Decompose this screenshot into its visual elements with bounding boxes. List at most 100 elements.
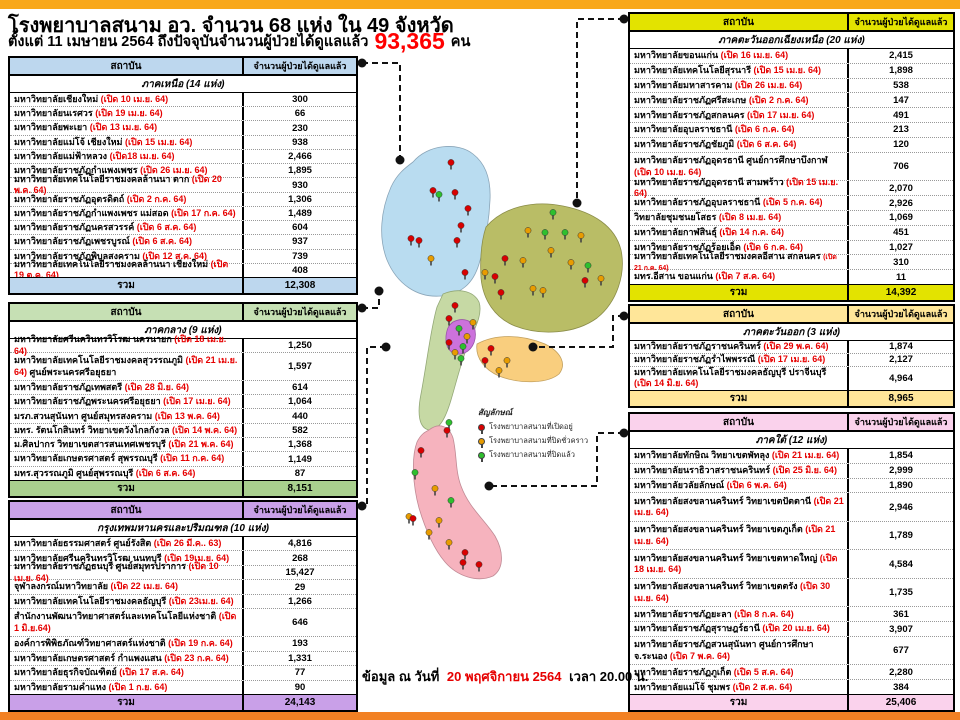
table-row: จุฬาลงกรณ์มหาวิทยาลัย (เปิด 22 เม.ย. 64)… xyxy=(10,580,356,595)
institution-name: มหาวิทยาลัยราชภัฏสกลนคร (เปิด 17 เม.ย. 6… xyxy=(634,109,815,120)
table-row: มหาวิทยาลัยแม่โจ้ เชียงใหม่ (เปิด 15 เม.… xyxy=(10,135,356,150)
patient-count-cell: 1,027 xyxy=(847,240,953,255)
open-date: (เปิด 1 มิ.ย.64) xyxy=(14,611,237,633)
table-row: มหาวิทยาลัยเชียงใหม่ (เปิด 10 เม.ย. 64) 3… xyxy=(10,93,356,108)
map-pin-open-icon xyxy=(461,549,469,560)
open-date: (เปิด 25 มิ.ย. 64) xyxy=(772,465,837,476)
open-date: (เปิด 17 ก.ค. 64) xyxy=(171,207,236,218)
open-date: (เปิด 2 ก.ค. 64) xyxy=(126,193,187,204)
open-date: (เปิด 21 เม.ย. 64) xyxy=(771,450,840,461)
institution-cell: มทร. รัตนโกสินทร์ วิทยาเขตวังไกลกังวล (เ… xyxy=(10,424,242,437)
institution-name: มหาวิทยาลัยธรรมศาสตร์ ศูนย์รังสิต (เปิด … xyxy=(14,538,222,549)
total-label-cell: รวม xyxy=(729,287,748,298)
total-row: รวม 24,143 xyxy=(10,693,356,710)
map-pin-open-icon xyxy=(487,345,495,356)
institution-name: มหาวิทยาลัยเทคโนโลยีสุรนารี (เปิด 15 เม.… xyxy=(634,65,821,76)
institution-cell: จุฬาลงกรณ์มหาวิทยาลัย (เปิด 22 เม.ย. 64) xyxy=(10,580,242,593)
patient-count-cell: 646 xyxy=(242,609,356,637)
patient-count-cell: 2,999 xyxy=(847,463,953,478)
map-pin-temp_closed-icon xyxy=(463,333,471,344)
map-pin-temp_closed-icon xyxy=(451,349,459,360)
patient-count-cell: 1,895 xyxy=(242,164,356,178)
table-row: มหาวิทยาลัยขอนแก่น (เปิด 16 เม.ย. 64) 2,4… xyxy=(630,49,953,64)
page-subtitle: ตั้งแต่ 11 เมษายน 2564 ถึงปัจจุบันจำนวนผ… xyxy=(8,30,470,53)
table-header-row: สถาบัน จำนวนผู้ป่วยได้ดูแลแล้ว xyxy=(630,14,953,32)
map-pin-layer xyxy=(405,159,605,572)
institution-name: มหาวิทยาลัยแม่ฟ้าหลวง (เปิด18 เม.ย. 64) xyxy=(14,150,175,161)
institution-cell: มหาวิทยาลัยราชภัฏพระนครศรีอยุธยา (เปิด 1… xyxy=(10,395,242,408)
table-row: องค์การพิพิธภัณฑ์วิทยาศาสตร์แห่งชาติ (เป… xyxy=(10,637,356,652)
patient-count-cell: 29 xyxy=(242,580,356,594)
institution-name: มหาวิทยาลัยเกษตรศาสตร์ สุพรรณบุรี (เปิด … xyxy=(14,453,225,464)
table-row: มหาวิทยาลัยราชภัฏอุบลราชธานี (เปิด 5 ก.ค… xyxy=(630,196,953,211)
table-row: มหาวิทยาลัยราชภัฏพระนครศรีอยุธยา (เปิด 1… xyxy=(10,395,356,410)
total-row: รวม 8,151 xyxy=(10,479,356,496)
patient-count-cell: 384 xyxy=(847,680,953,695)
patient-count-cell: 604 xyxy=(242,221,356,235)
legend-item: โรงพยาบาลสนามที่ปิดชั่วคราว xyxy=(478,435,598,448)
patient-count-cell: 268 xyxy=(242,551,356,565)
map-pin-temp_closed-icon xyxy=(427,255,435,266)
open-date: (เปิด 16 เม.ย. 64) xyxy=(720,50,789,61)
map-pin-open-icon xyxy=(475,561,483,572)
table-row: มหาวิทยาลัยพะเยา (เปิด 13 เม.ย. 64) 230 xyxy=(10,121,356,136)
map-pin-temp_closed-icon xyxy=(425,529,433,540)
column-header-institution: สถาบัน xyxy=(723,16,754,28)
institution-name: มหาวิทยาลัยขอนแก่น (เปิด 16 เม.ย. 64) xyxy=(634,50,789,61)
patient-count-cell: 15,427 xyxy=(242,565,356,580)
open-date: (เปิด 17 เม.ย. 64) xyxy=(163,396,231,407)
institution-cell: มหาวิทยาลัยเชียงใหม่ (เปิด 10 เม.ย. 64) xyxy=(10,93,242,106)
institution-cell: มหาวิทยาลัยกาฬสินธุ์ (เปิด 14 ก.ค. 64) xyxy=(630,226,847,240)
institution-name: มหาวิทยาลัยนราธิวาสราชนครินทร์ (เปิด 25 … xyxy=(634,465,837,476)
table-row: มทร.สุวรรณภูมิ ศูนย์สุพรรณบุรี (เปิด 6 ส… xyxy=(10,466,356,481)
table-region-bangkok: สถาบัน จำนวนผู้ป่วยได้ดูแลแล้ว กรุงเทพมหาน… xyxy=(8,500,358,712)
map-pin-open-icon xyxy=(429,187,437,198)
patient-count-cell: 1,368 xyxy=(242,438,356,452)
column-header-institution: สถาบัน xyxy=(723,308,754,320)
patient-count-cell: 310 xyxy=(847,255,953,270)
institution-name: มหาวิทยาลัยราชภัฏอุดรธานี ศูนย์การศึกษาบ… xyxy=(634,155,828,177)
table-row: มหาวิทยาลัยวลัยลักษณ์ (เปิด 6 พ.ค. 64) 1,… xyxy=(630,478,953,494)
patient-count-cell: 706 xyxy=(847,152,953,181)
column-header-patients: จำนวนผู้ป่วยได้ดูแลแล้ว xyxy=(847,14,953,30)
total-row: รวม 12,308 xyxy=(10,277,356,294)
institution-name: มหาวิทยาลัยสงขลานครินทร์ วิทยาเขตหาดใหญ่… xyxy=(634,552,838,575)
patient-count-cell: 1,597 xyxy=(242,353,356,380)
map-pin-open-icon xyxy=(453,237,461,248)
institution-name: มหาวิทยาลัยเชียงใหม่ (เปิด 10 เม.ย. 64) xyxy=(14,93,169,104)
table-header-row: สถาบัน จำนวนผู้ป่วยได้ดูแลแล้ว xyxy=(10,58,356,76)
institution-cell: มหาวิทยาลัยราชภัฏสกลนคร (เปิด 17 เม.ย. 6… xyxy=(630,108,847,122)
open-date: (เปิด 19เม.ย. 64) xyxy=(164,552,230,563)
map-pin-open-icon xyxy=(459,559,467,570)
map-pin-open-icon xyxy=(464,205,472,216)
thailand-map-svg xyxy=(381,146,623,580)
open-date: (เปิด 17 ส.ค. 64) xyxy=(119,667,184,678)
table-row: มหาวิทยาลัยราชภัฏกำแพงเพชร แม่สอด (เปิด … xyxy=(10,206,356,222)
patient-count-cell: 938 xyxy=(242,135,356,149)
legend-pin-temp_closed-icon xyxy=(478,437,485,448)
institution-name: มหาวิทยาลัยเทคโนโลยีราชมงคลสุวรรณภูมิ (เ… xyxy=(14,355,238,377)
open-date: (เปิด 21 เม.ย. 64) xyxy=(14,355,238,377)
map-pin-open-icon xyxy=(445,315,453,326)
map-pin-closed-icon xyxy=(445,419,453,430)
institution-name: มทร. รัตนโกสินทร์ วิทยาเขตวังไกลกังวล (เ… xyxy=(14,424,238,435)
patient-count-cell: 4,964 xyxy=(847,366,953,390)
table-row: มหาวิทยาลัยเทคโนโลยีราชมงคลธัญบุรี (เปิด… xyxy=(10,594,356,610)
institution-cell: มหาวิทยาลัยเกษตรศาสตร์ กำแพงแสน (เปิด 23… xyxy=(10,652,242,665)
open-date: (เปิด 6 พ.ค. 64) xyxy=(726,479,787,490)
patient-count-cell: 1,890 xyxy=(847,478,953,493)
open-date: (เปิด 18 เม.ย. 64) xyxy=(634,552,838,575)
patient-count-cell: 1,306 xyxy=(242,192,356,206)
map-region-northeast xyxy=(480,203,623,333)
column-header-institution: สถาบัน xyxy=(110,306,142,318)
institution-name: มหาวิทยาลัยเทคโนโลยีราชมงคลธัญบุรี (เปิด… xyxy=(14,595,234,606)
map-pin-closed-icon xyxy=(455,325,463,336)
table-row: มหาวิทยาลัยนราธิวาสราชนครินทร์ (เปิด 25 … xyxy=(630,463,953,479)
table-row: มหาวิทยาลัยเทคโนโลยีราชมงคลล้านนา ตาก (เ… xyxy=(10,174,356,195)
map-pin-closed-icon xyxy=(561,229,569,240)
map-pin-open-icon xyxy=(443,427,451,438)
table-row: มหาวิทยาลัยสงขลานครินทร์ วิทยาเขตหาดใหญ่… xyxy=(630,550,953,579)
table-region-south: สถาบัน จำนวนผู้ป่วยได้ดูแลแล้ว ภาคใต้ (12 … xyxy=(628,412,955,712)
footer-prefix: ข้อมูล ณ วันที่ xyxy=(362,669,440,684)
table-row: มหาวิทยาลัยราชภัฏอุดรธานี ศูนย์การศึกษาบ… xyxy=(630,152,953,182)
